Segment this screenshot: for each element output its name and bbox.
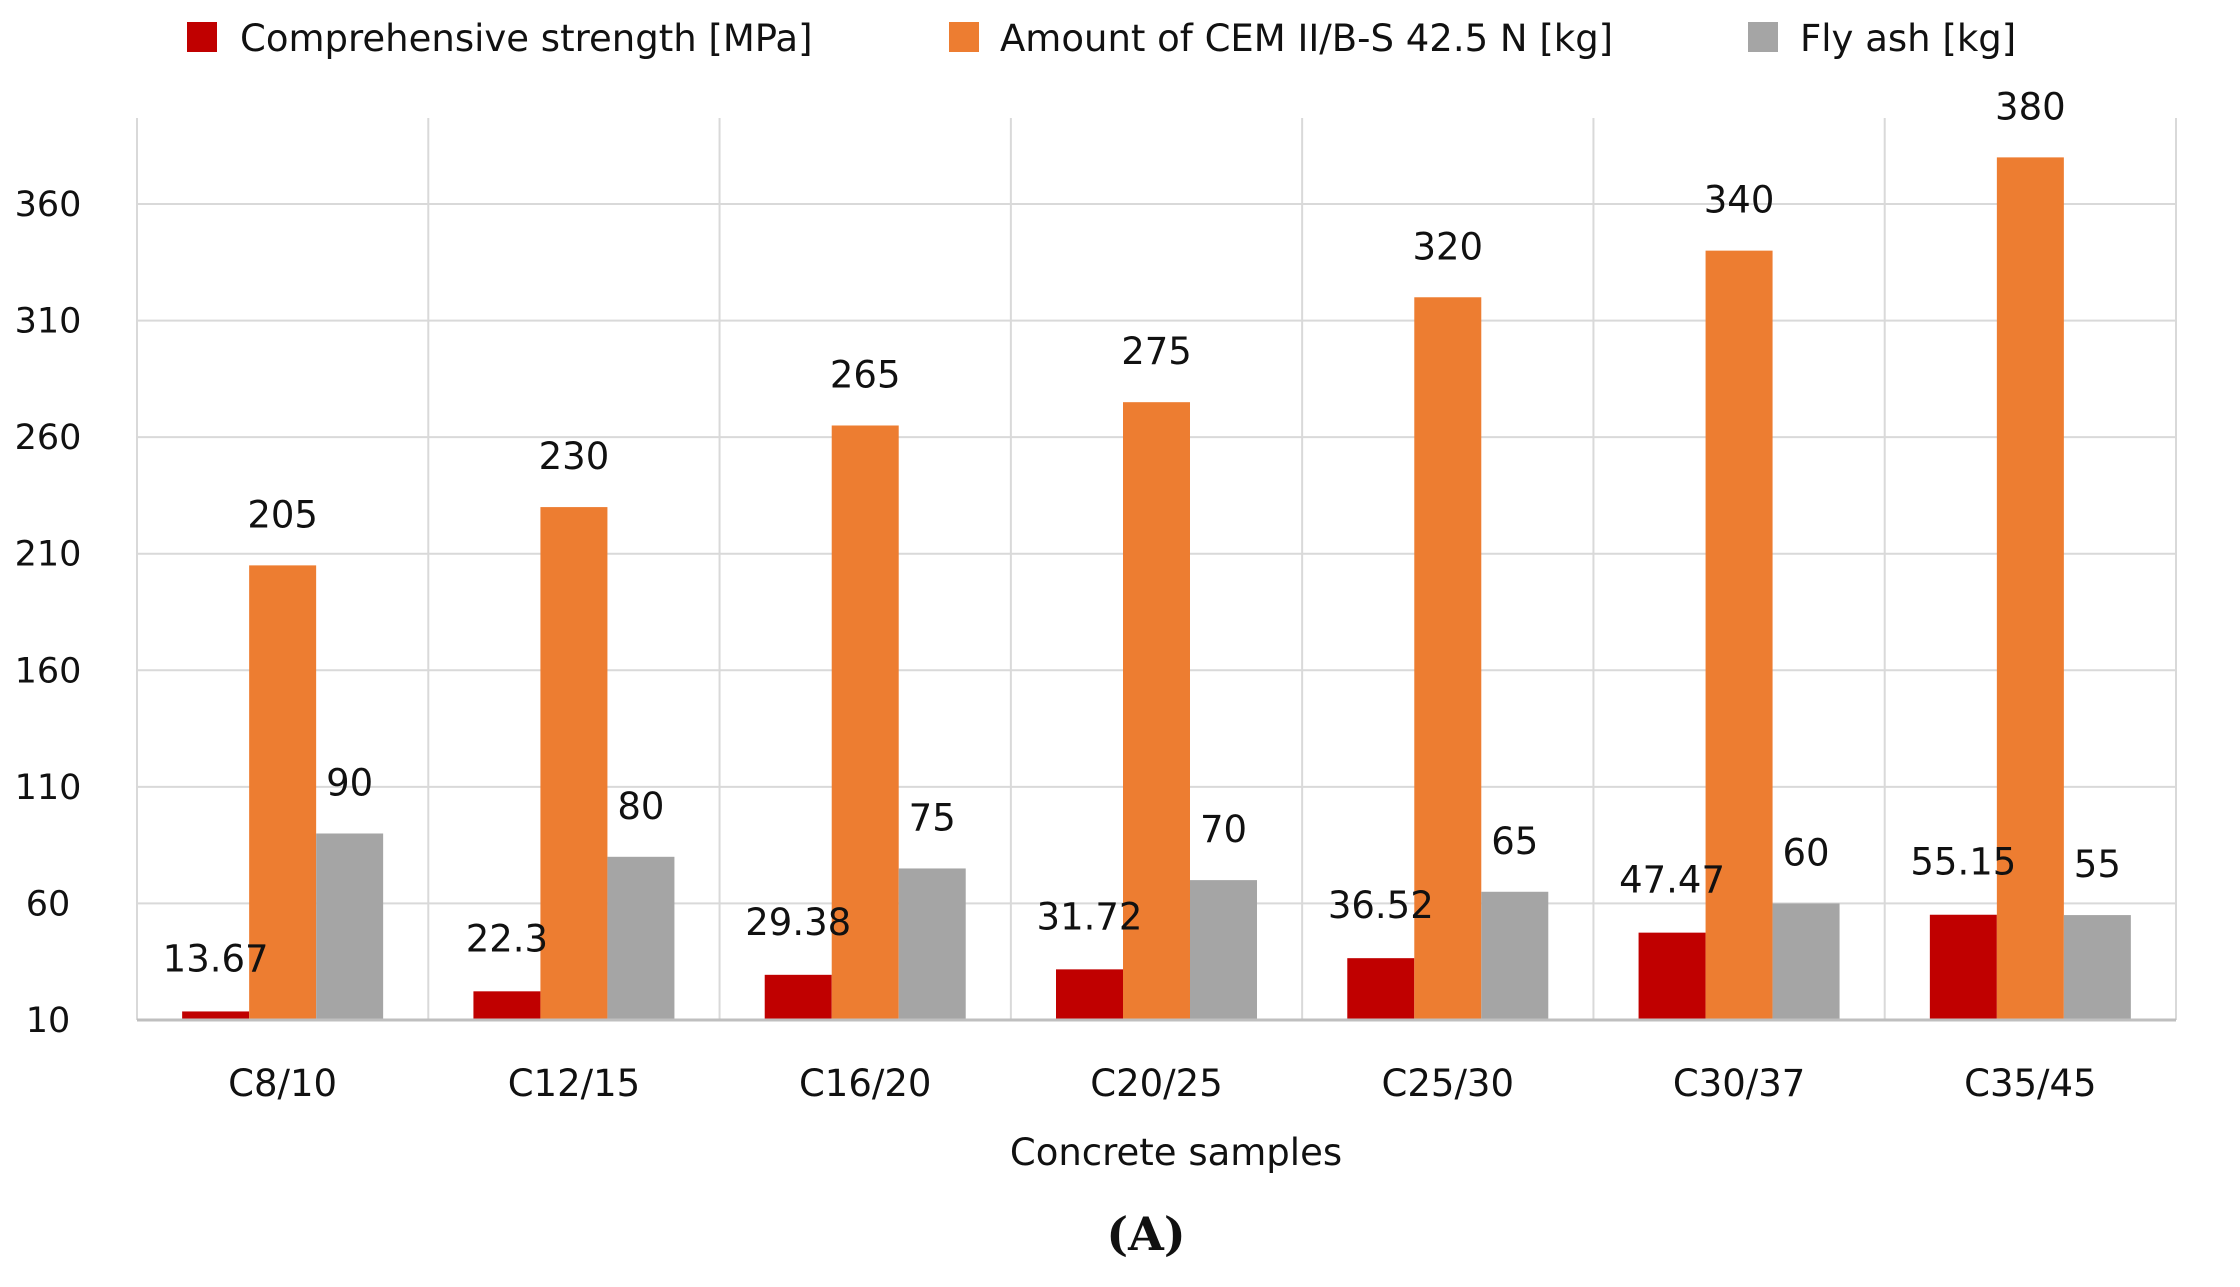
y-tick-label: 110 xyxy=(15,768,82,808)
x-tick-label: C35/45 xyxy=(1964,1062,2096,1105)
bar-fly-ash-kg-c25-30 xyxy=(1481,891,1549,1020)
bar-comprehensive-strength-mpa-c20-25 xyxy=(1056,969,1123,1020)
y-tick-label: 360 xyxy=(15,185,82,225)
data-label: 60 xyxy=(1783,831,1830,874)
data-label: 31.72 xyxy=(1037,895,1143,938)
x-tick-label: C30/37 xyxy=(1673,1062,1805,1105)
bar-fly-ash-kg-c12-15 xyxy=(607,856,675,1020)
bar-amount-of-cem-ii-b-s-42-5-n-kg-c25-30 xyxy=(1414,297,1482,1020)
data-label: 22.3 xyxy=(466,917,548,960)
data-label: 265 xyxy=(830,353,901,396)
x-tick-label: C16/20 xyxy=(799,1062,931,1105)
y-tick-label: 160 xyxy=(15,651,82,691)
bar-comprehensive-strength-mpa-c12-15 xyxy=(473,991,541,1020)
y-axis-ticks: 10 60 110 160 210 260 310 360 xyxy=(15,185,82,1041)
data-label: 36.52 xyxy=(1328,884,1434,927)
data-label: 340 xyxy=(1704,179,1775,222)
panel-label: (A) xyxy=(1106,1207,1185,1261)
bar-amount-of-cem-ii-b-s-42-5-n-kg-c8-10 xyxy=(249,565,317,1020)
legend-swatch-fly-ash-kg xyxy=(1748,22,1778,52)
bar-amount-of-cem-ii-b-s-42-5-n-kg-c35-45 xyxy=(1996,157,2064,1020)
bars xyxy=(182,157,2131,1021)
x-tick-label: C25/30 xyxy=(1382,1062,1514,1105)
data-label: 380 xyxy=(1995,85,2066,128)
x-tick-label: C12/15 xyxy=(508,1062,640,1105)
bar-fly-ash-kg-c20-25 xyxy=(1190,880,1257,1020)
bar-fly-ash-kg-c30-37 xyxy=(1772,903,1840,1020)
bar-comprehensive-strength-mpa-c8-10 xyxy=(182,1011,250,1020)
legend-swatch-amount-of-cem-ii-b-s-42-5-n-kg xyxy=(949,22,979,52)
x-axis-title: Concrete samples xyxy=(1010,1131,1342,1174)
data-labels: 13.67 205 90 22.3 230 80 29.38 265 75 31.72 275 70 3… xyxy=(163,85,2121,980)
data-label: 29.38 xyxy=(745,901,851,944)
legend-label: Fly ash [kg] xyxy=(1800,17,2016,60)
data-label: 47.47 xyxy=(1619,859,1725,902)
bar-amount-of-cem-ii-b-s-42-5-n-kg-c30-37 xyxy=(1705,250,1773,1020)
data-label: 90 xyxy=(326,761,373,804)
data-label: 205 xyxy=(247,493,318,536)
bar-amount-of-cem-ii-b-s-42-5-n-kg-c16-20 xyxy=(831,425,899,1020)
x-tick-label: C20/25 xyxy=(1090,1062,1222,1105)
data-label: 230 xyxy=(539,435,610,478)
y-tick-label: 60 xyxy=(26,884,71,924)
data-label: 70 xyxy=(1200,808,1247,851)
x-axis-ticks: C8/10 C12/15 C16/20 C20/25 C25/30 C30/37 C35/4… xyxy=(228,1062,2096,1105)
legend-label: Comprehensive strength [MPa] xyxy=(240,17,813,60)
bar-comprehensive-strength-mpa-c35-45 xyxy=(1929,914,1997,1020)
bar-fly-ash-kg-c35-45 xyxy=(2063,915,2131,1020)
data-label: 65 xyxy=(1491,820,1538,863)
y-tick-label: 260 xyxy=(15,418,82,458)
y-tick-label: 310 xyxy=(15,302,82,342)
bar-amount-of-cem-ii-b-s-42-5-n-kg-c12-15 xyxy=(540,507,608,1020)
legend: Comprehensive strength [MPa] Amount of CE… xyxy=(187,17,2016,60)
data-label: 55.15 xyxy=(1910,841,2016,884)
x-tick-label: C8/10 xyxy=(228,1062,337,1105)
bar-amount-of-cem-ii-b-s-42-5-n-kg-c20-25 xyxy=(1123,402,1190,1021)
bar-fly-ash-kg-c16-20 xyxy=(898,868,966,1020)
data-label: 55 xyxy=(2074,843,2121,886)
bar-fly-ash-kg-c8-10 xyxy=(316,833,384,1020)
data-label: 80 xyxy=(617,785,664,828)
bar-comprehensive-strength-mpa-c25-30 xyxy=(1347,958,1415,1020)
y-tick-label: 210 xyxy=(15,535,82,575)
bar-comprehensive-strength-mpa-c30-37 xyxy=(1638,932,1706,1020)
legend-label: Amount of CEM II/B-S 42.5 N [kg] xyxy=(1000,17,1613,60)
legend-swatch-comprehensive-strength-mpa xyxy=(187,22,217,52)
data-label: 275 xyxy=(1121,330,1192,373)
data-label: 320 xyxy=(1412,225,1483,268)
bar-comprehensive-strength-mpa-c16-20 xyxy=(764,974,832,1020)
data-label: 13.67 xyxy=(163,937,269,980)
data-label: 75 xyxy=(909,796,956,839)
y-tick-label: 10 xyxy=(26,1001,71,1041)
